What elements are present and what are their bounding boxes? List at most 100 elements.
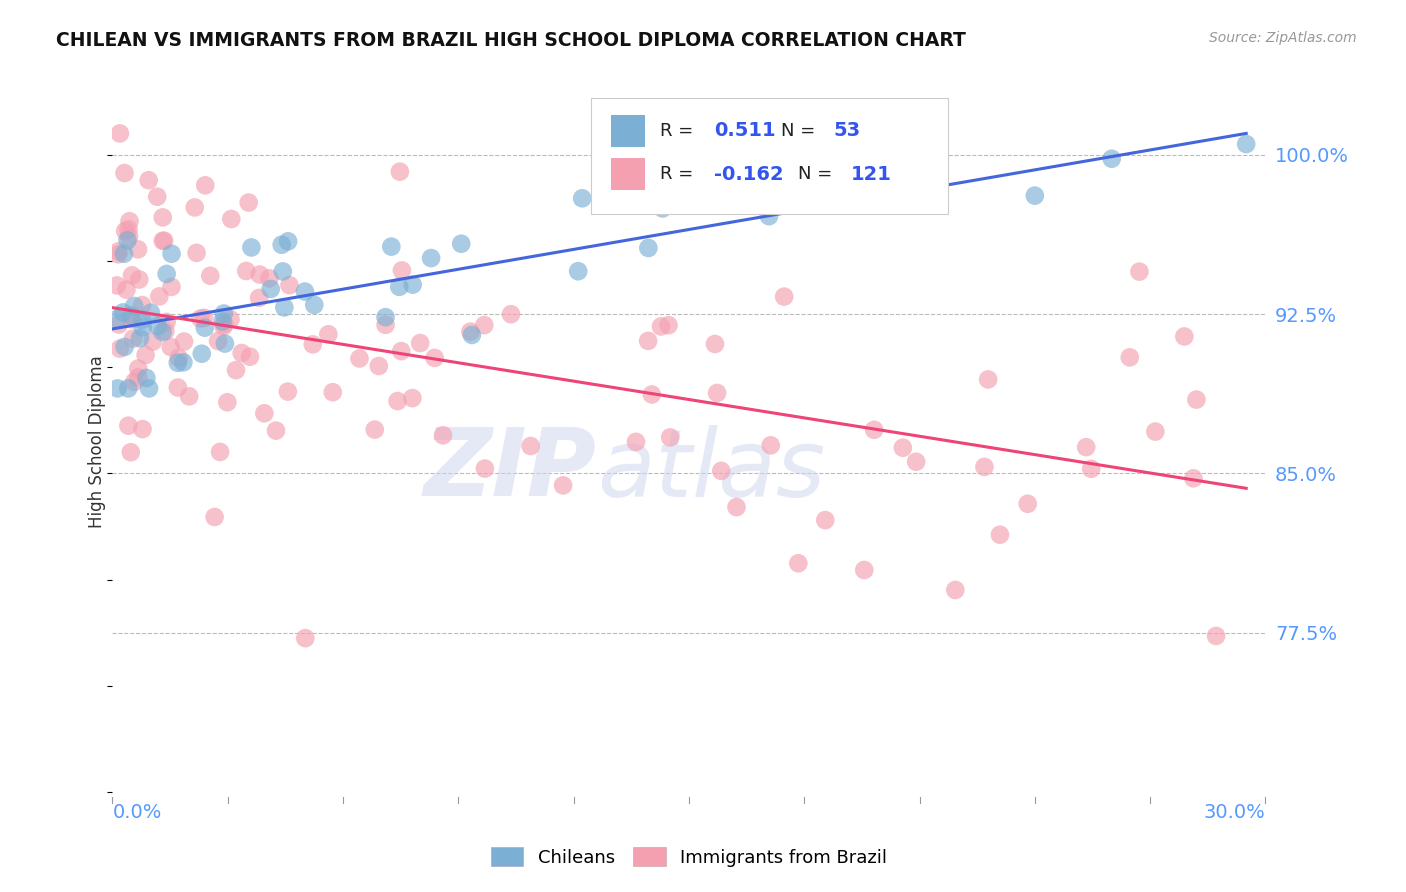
Point (159, 340, 181, 354)
Point (472, 318, 495, 333)
Point (211, 314, 233, 328)
Point (122, 299, 145, 313)
Point (200, 268, 222, 283)
Point (519, 439, 541, 453)
Point (1101, 152, 1123, 166)
Point (1182, 471, 1205, 485)
Point (943, 582, 966, 597)
Point (249, 268, 271, 282)
Point (1185, 392, 1208, 407)
Point (114, 166, 136, 180)
Point (1017, 497, 1039, 511)
Point (160, 246, 183, 260)
Point (387, 394, 409, 409)
Point (212, 306, 235, 320)
Text: 53: 53 (832, 121, 860, 140)
Point (214, 317, 236, 331)
Point (905, 455, 928, 469)
Point (194, 320, 217, 334)
Point (112, 247, 135, 261)
Point (259, 271, 281, 285)
Point (461, 328, 484, 343)
Point (122, 311, 145, 326)
Point (247, 291, 270, 305)
Point (474, 461, 496, 475)
Point (231, 346, 253, 360)
Point (420, 251, 443, 265)
Point (301, 337, 323, 351)
Point (184, 201, 207, 215)
Point (1024, 188, 1046, 202)
Point (190, 311, 212, 326)
Point (253, 406, 276, 420)
Point (204, 510, 226, 524)
Point (138, 381, 160, 395)
FancyBboxPatch shape (591, 98, 949, 214)
Point (209, 445, 232, 459)
Point (107, 244, 129, 259)
Point (641, 387, 664, 401)
Point (380, 239, 402, 253)
Point (567, 264, 589, 278)
Point (973, 459, 995, 474)
Point (294, 631, 316, 645)
Point (219, 312, 242, 326)
Point (193, 310, 215, 325)
Point (112, 305, 135, 319)
Text: 30.0%: 30.0% (1204, 803, 1265, 822)
Point (146, 190, 169, 204)
Point (1234, 136, 1257, 151)
Text: R =: R = (661, 122, 699, 140)
Point (120, 312, 142, 326)
Point (277, 384, 299, 399)
Point (977, 372, 1000, 386)
Point (108, 127, 131, 141)
Point (117, 381, 139, 395)
Text: 0.511: 0.511 (714, 121, 776, 140)
Point (891, 441, 914, 455)
Point (650, 319, 672, 334)
Point (120, 309, 142, 323)
Point (108, 318, 131, 332)
Point (988, 527, 1011, 541)
Text: N =: N = (782, 122, 821, 140)
Point (152, 325, 174, 339)
Point (704, 337, 727, 351)
Point (207, 334, 229, 348)
Point (1080, 462, 1102, 476)
Point (432, 428, 454, 442)
Point (278, 278, 301, 293)
Point (773, 290, 796, 304)
Point (235, 264, 257, 278)
Point (212, 319, 235, 334)
Text: N =: N = (799, 165, 838, 183)
Point (156, 267, 179, 281)
Point (114, 224, 136, 238)
Text: Source: ZipAtlas.com: Source: ZipAtlas.com (1209, 31, 1357, 45)
Point (592, 178, 614, 193)
Point (128, 331, 150, 345)
Point (186, 245, 208, 260)
Point (863, 423, 886, 437)
Point (423, 351, 446, 365)
Point (1119, 351, 1142, 365)
Point (388, 280, 411, 294)
Point (194, 178, 217, 193)
Text: R =: R = (661, 165, 699, 183)
Point (294, 285, 316, 299)
Point (389, 344, 412, 359)
FancyBboxPatch shape (610, 158, 645, 191)
Point (142, 334, 165, 349)
Point (571, 191, 593, 205)
Point (271, 264, 294, 278)
Point (811, 178, 834, 193)
Point (160, 280, 183, 294)
Point (214, 336, 236, 351)
Point (657, 318, 679, 333)
Point (318, 327, 340, 342)
Point (1205, 629, 1227, 643)
Point (322, 385, 344, 400)
Point (1173, 329, 1195, 343)
Point (152, 234, 174, 248)
Point (374, 310, 396, 325)
